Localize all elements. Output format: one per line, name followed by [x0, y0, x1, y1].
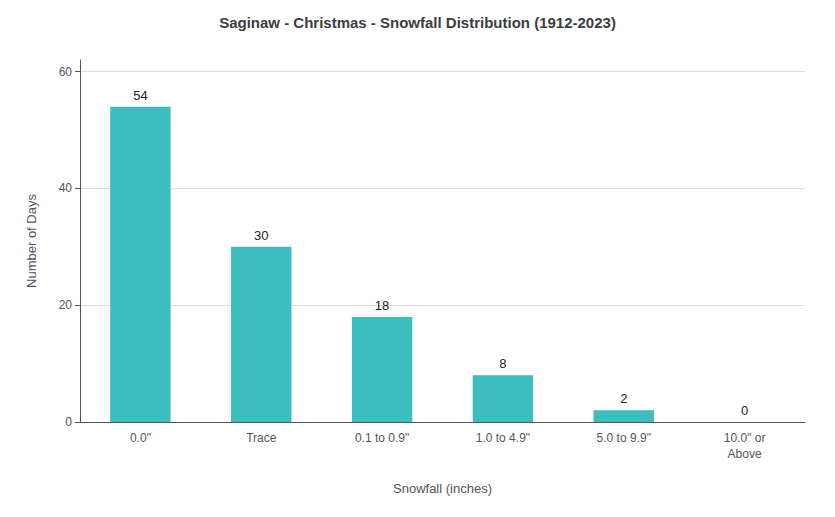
svg-text:40: 40: [59, 181, 73, 195]
svg-text:60: 60: [59, 65, 73, 79]
svg-text:0: 0: [65, 415, 72, 429]
svg-text:1.0 to 4.9": 1.0 to 4.9": [476, 431, 530, 445]
svg-text:Trace: Trace: [246, 431, 277, 445]
svg-text:0.1 to 0.9": 0.1 to 0.9": [355, 431, 409, 445]
svg-text:30: 30: [254, 228, 268, 243]
svg-text:0: 0: [741, 403, 748, 418]
svg-text:10.0" or: 10.0" or: [724, 431, 766, 445]
svg-text:18: 18: [375, 298, 389, 313]
svg-text:5.0 to 9.9": 5.0 to 9.9": [597, 431, 651, 445]
svg-text:20: 20: [59, 298, 73, 312]
svg-text:Number of Days: Number of Days: [24, 194, 39, 288]
svg-text:Snowfall (inches): Snowfall (inches): [393, 481, 492, 496]
svg-text:8: 8: [499, 356, 506, 371]
svg-text:2: 2: [620, 391, 627, 406]
svg-text:Above: Above: [728, 447, 762, 461]
svg-text:0.0": 0.0": [130, 431, 151, 445]
svg-text:Saginaw - Christmas - Snowfall: Saginaw - Christmas - Snowfall Distribut…: [219, 14, 616, 31]
svg-text:54: 54: [133, 88, 147, 103]
